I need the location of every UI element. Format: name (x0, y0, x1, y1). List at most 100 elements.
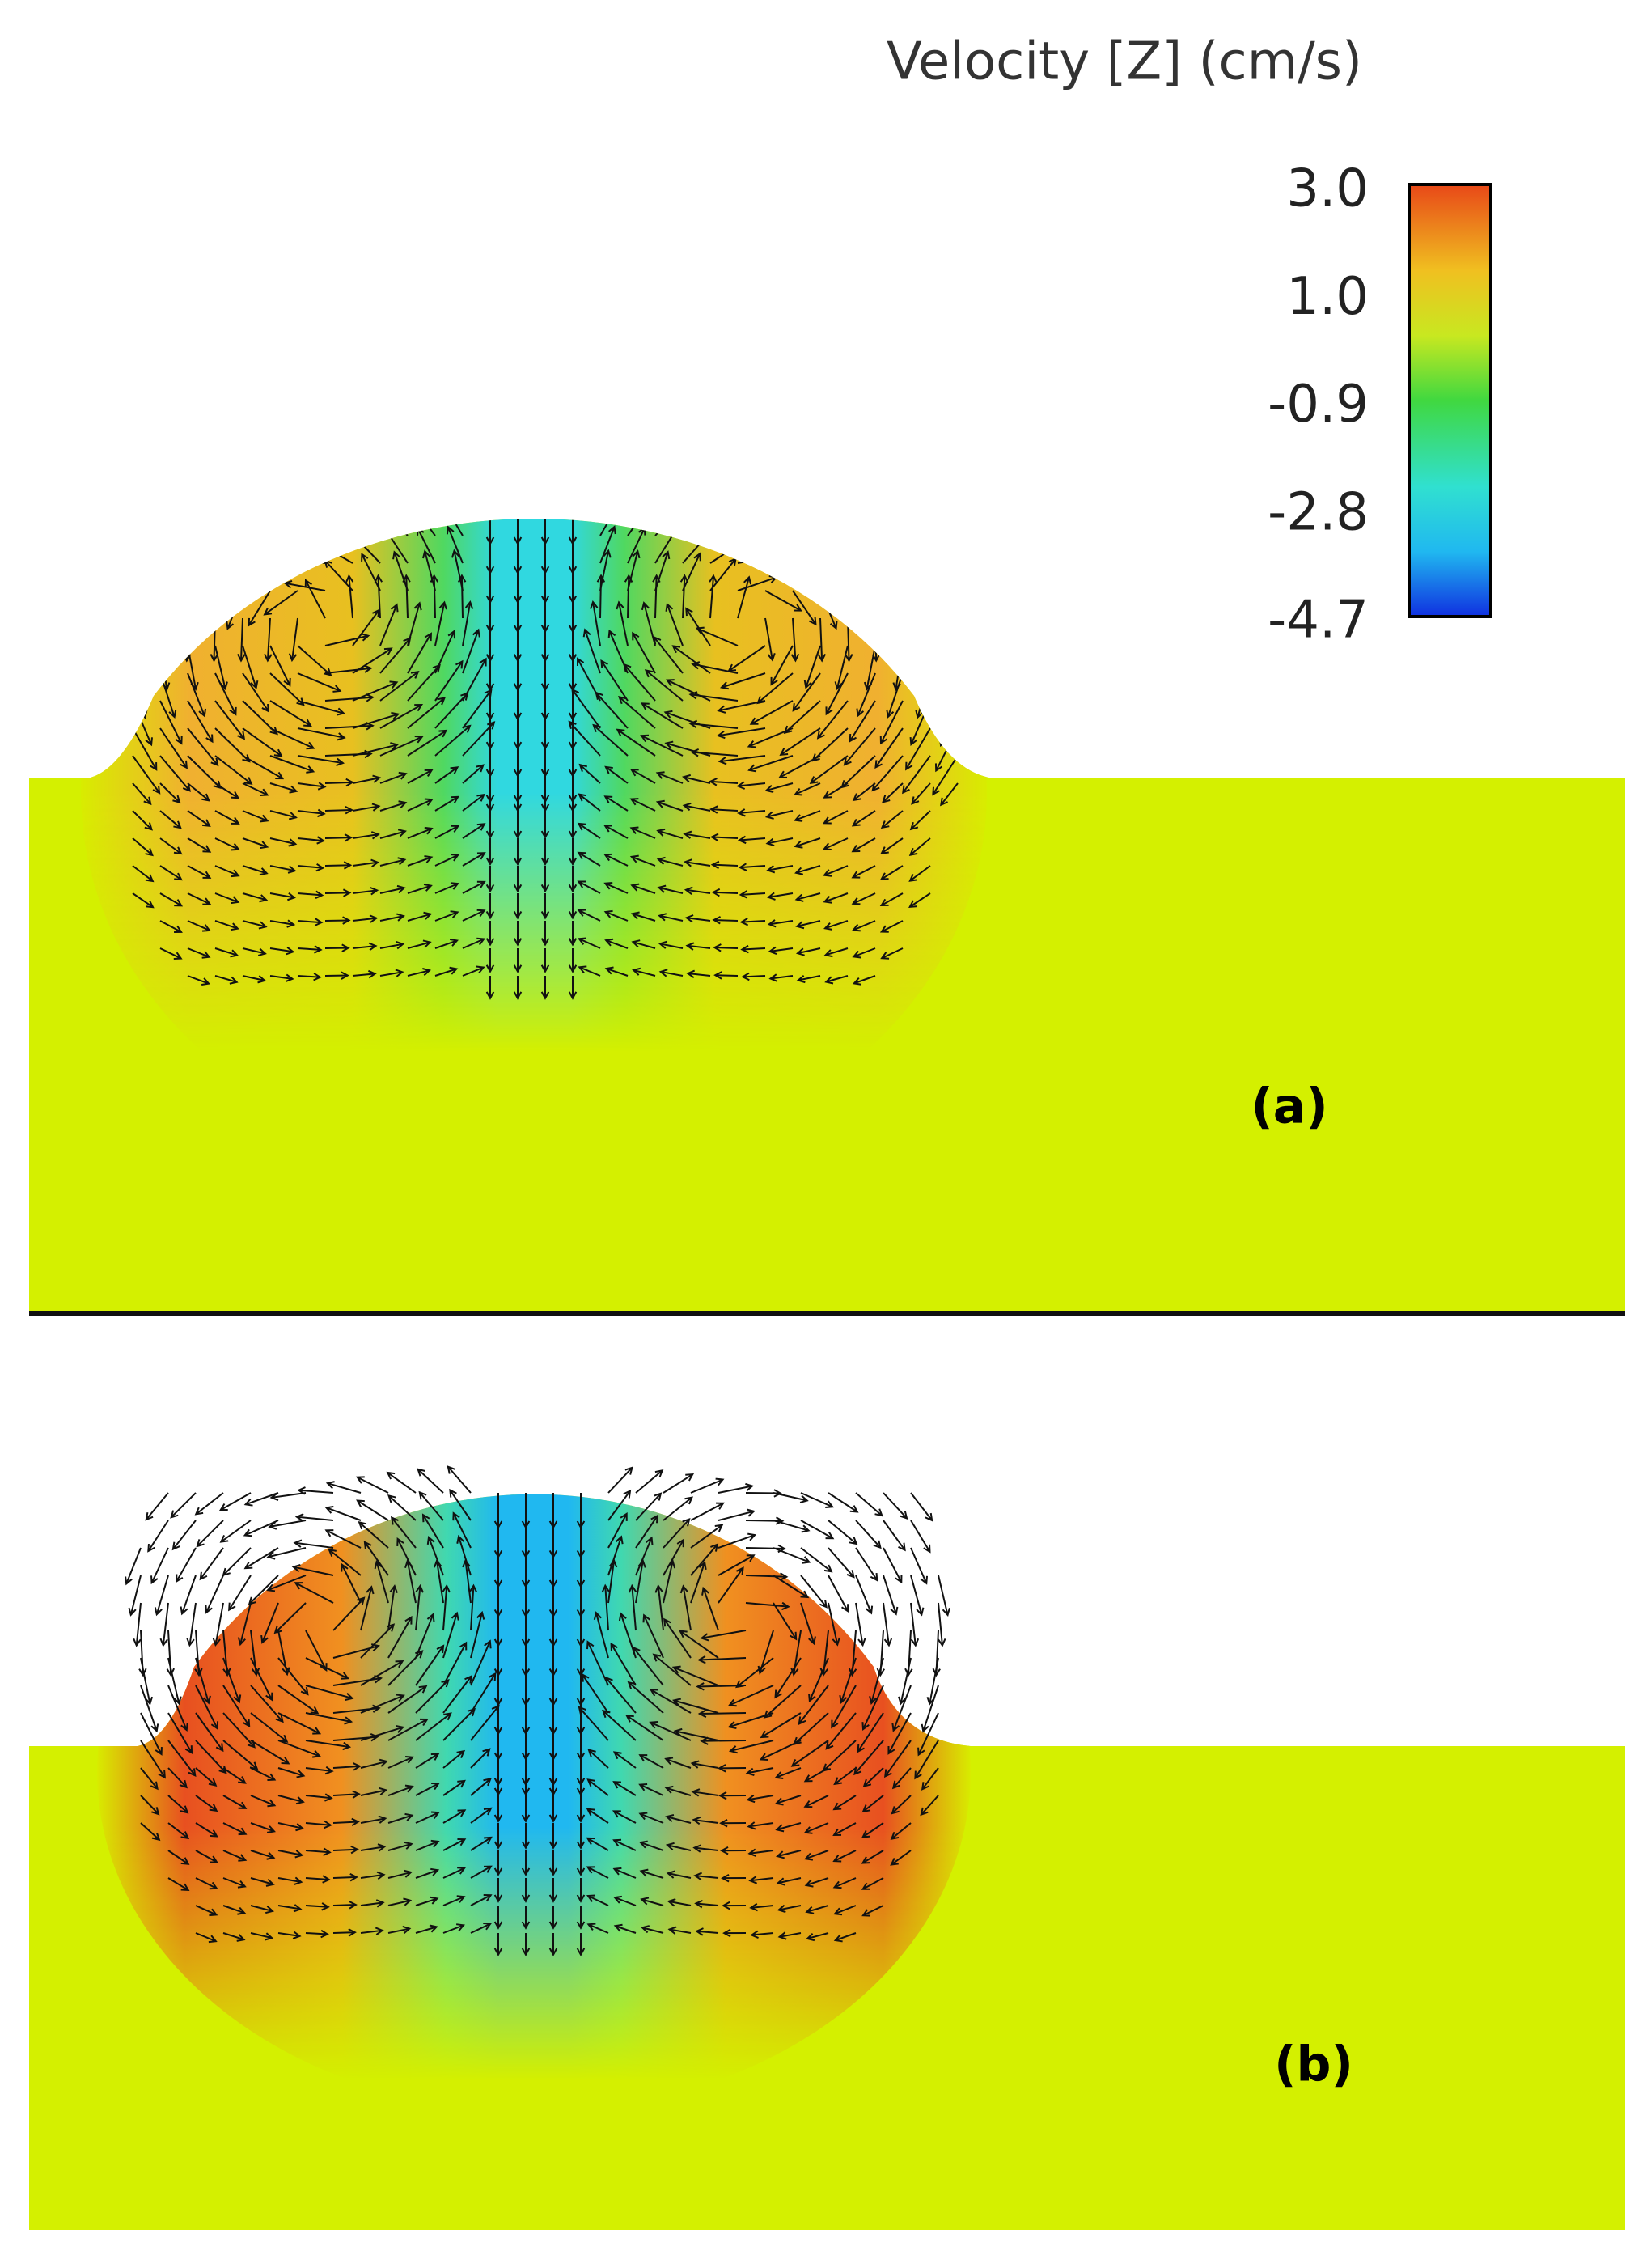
velocity-arrow (582, 628, 601, 674)
velocity-arrow (341, 1562, 362, 1604)
velocity-arrow (855, 1575, 874, 1615)
velocity-arrow (187, 727, 219, 767)
velocity-arrow (542, 481, 549, 515)
velocity-arrow (666, 1870, 692, 1879)
velocity-arrow (415, 1583, 424, 1631)
velocity-arrow (237, 1602, 252, 1647)
velocity-arrow (387, 1784, 414, 1796)
velocity-arrow (415, 1712, 452, 1741)
velocity-arrow (790, 1740, 829, 1767)
velocity-arrow (779, 727, 821, 757)
velocity-arrow (540, 893, 550, 920)
velocity-arrow (649, 1689, 692, 1714)
velocity-arrow (542, 453, 549, 485)
velocity-arrow (774, 1767, 802, 1780)
velocity-arrow (284, 555, 326, 565)
velocity-arrow (116, 535, 133, 571)
velocity-arrow (356, 1499, 389, 1521)
velocity-arrow (773, 1492, 809, 1503)
velocity-arrow (222, 1877, 247, 1889)
velocity-arrow (803, 1767, 829, 1783)
velocity-arrow (902, 562, 919, 602)
velocity-arrow (568, 838, 578, 867)
velocity-arrow (578, 1706, 609, 1741)
velocity-arrow (938, 1575, 950, 1617)
velocity-arrow (569, 453, 577, 485)
velocity-arrow (764, 562, 805, 577)
velocity-arrow (568, 783, 578, 812)
velocity-arrow (607, 1466, 633, 1494)
velocity-arrow (938, 1602, 946, 1647)
velocity-arrow (260, 1602, 279, 1644)
velocity-arrow (861, 1850, 884, 1864)
velocity-arrow (462, 823, 486, 839)
velocity-arrow (790, 617, 800, 663)
velocity-arrow (774, 1795, 802, 1806)
velocity-arrow (132, 837, 154, 857)
velocity-arrow (692, 1816, 719, 1825)
velocity-arrow (195, 1657, 211, 1705)
velocity-arrow (548, 1795, 558, 1823)
velocity-arrow (470, 1865, 493, 1879)
velocity-arrow (352, 608, 380, 646)
velocity-arrow (379, 637, 412, 674)
velocity-arrow (540, 783, 550, 812)
velocity-arrow (595, 691, 629, 729)
velocity-arrow (612, 1838, 637, 1851)
velocity-arrow (917, 1712, 939, 1757)
velocity-arrow (635, 1558, 646, 1604)
velocity-arrow (269, 810, 298, 820)
velocity-arrow (452, 1511, 472, 1549)
velocity-arrow (332, 1901, 358, 1910)
velocity-arrow (603, 825, 629, 839)
velocity-arrow (328, 1548, 362, 1576)
velocity-arrow (243, 1520, 279, 1537)
velocity-arrow (352, 680, 399, 702)
velocity-arrow (214, 535, 243, 562)
velocity-arrow (657, 884, 684, 894)
velocity-arrow (236, 535, 271, 556)
velocity-arrow (324, 693, 375, 702)
velocity-arrow (856, 672, 876, 718)
velocity-arrow (407, 826, 434, 839)
velocity-arrow (834, 645, 849, 691)
velocity-arrow (688, 719, 739, 729)
velocity-arrow (222, 1850, 248, 1862)
velocity-arrow (187, 975, 211, 986)
velocity-arrow (379, 913, 405, 922)
velocity-arrow (710, 470, 743, 481)
velocity-arrow (861, 1795, 884, 1813)
velocity-arrow (159, 865, 183, 881)
velocity-arrow (664, 1757, 692, 1769)
velocity-arrow (277, 1795, 305, 1805)
velocity-arrow (407, 729, 448, 757)
velocity-arrow (902, 535, 922, 570)
velocity-arrow (920, 1795, 939, 1817)
velocity-arrow (819, 535, 850, 562)
velocity-arrow (228, 1575, 252, 1612)
velocity-arrow (765, 508, 800, 516)
velocity-arrow (297, 782, 327, 791)
velocity-arrow (430, 574, 439, 619)
velocity-arrow (140, 1767, 159, 1791)
velocity-arrow (222, 1685, 251, 1727)
velocity-arrow (667, 1898, 692, 1907)
velocity-arrow (921, 1767, 939, 1791)
velocity-arrow (764, 617, 776, 662)
velocity-arrow (861, 1877, 884, 1890)
velocity-arrow (879, 865, 904, 880)
velocity-arrow (434, 692, 469, 729)
velocity-arrow (861, 1905, 884, 1917)
velocity-arrow (808, 1657, 829, 1702)
velocity-arrow (222, 1905, 247, 1915)
velocity-arrow (803, 645, 821, 689)
velocity-arrow (745, 1601, 790, 1611)
velocity-arrow (722, 1901, 747, 1910)
velocity-arrow (749, 1902, 774, 1912)
velocity-arrow (297, 755, 345, 767)
velocity-arrow (747, 1821, 774, 1830)
velocity-arrow (434, 724, 472, 757)
divider (29, 1311, 1625, 1316)
velocity-arrow (586, 1808, 609, 1824)
velocity-arrow (434, 882, 459, 894)
